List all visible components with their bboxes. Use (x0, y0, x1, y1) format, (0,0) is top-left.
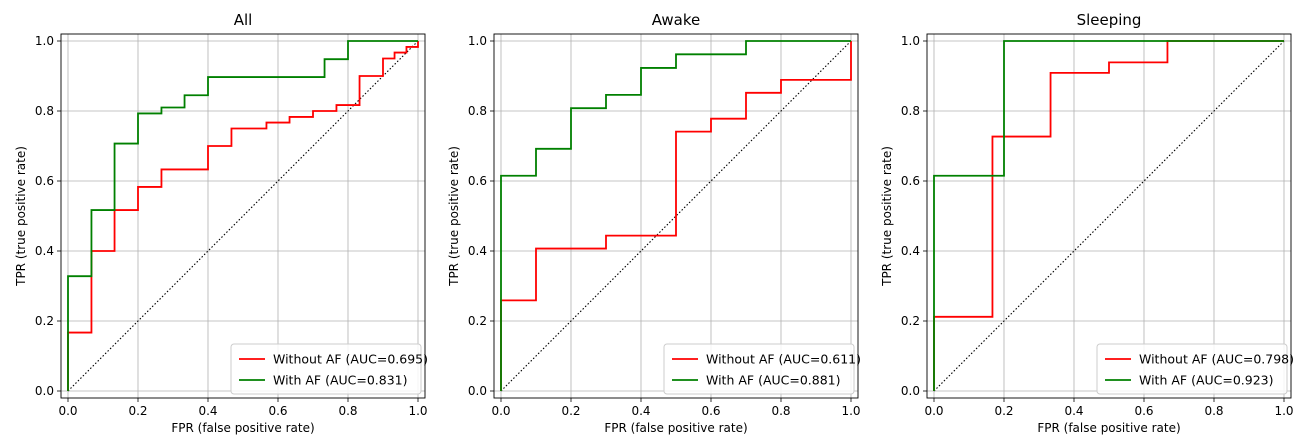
roc-panel-all: 0.0 0.2 0.4 0.6 0.8 1.0 0.0 0.2 0.4 0.6 0.8 1.0 All F… (14, 11, 428, 435)
plot-frame (60, 33, 426, 399)
y-axis-label: TPR (true positive rate) (447, 146, 461, 287)
y-tick-label: 0.6 (468, 174, 487, 188)
y-tick-label: 0.0 (901, 384, 920, 398)
legend-label: With AF (AUC=0.923) (1139, 373, 1274, 388)
x-tick-label: 1.0 (1274, 404, 1293, 418)
plot-frame (926, 33, 1292, 399)
x-axis-label: FPR (false positive rate) (171, 421, 314, 435)
roc-panel-sleeping: 0.0 0.2 0.4 0.6 0.8 1.0 0.0 0.2 0.4 0.6 0.8 1.0 Slee… (880, 11, 1294, 435)
x-tick-label: 0.0 (924, 404, 943, 418)
y-tick-label: 0.8 (468, 104, 487, 118)
roc-panel-awake: 0.0 0.2 0.4 0.6 0.8 1.0 0.0 0.2 0.4 0.6 0.8 1.0 Awak… (447, 11, 861, 435)
y-tick-label: 0.2 (35, 314, 54, 328)
x-tick-label: 0.2 (561, 404, 580, 418)
roc-curve-without-af (933, 40, 1284, 391)
x-axis-label: FPR (false positive rate) (604, 421, 747, 435)
y-tick-label: 0.0 (468, 384, 487, 398)
x-tick-label: 0.8 (1204, 404, 1223, 418)
legend-label: Without AF (AUC=0.798) (1139, 352, 1294, 367)
x-tick-label: 0.4 (198, 404, 217, 418)
y-tick-label: 0.4 (468, 244, 487, 258)
y-tick-label: 0.8 (35, 104, 54, 118)
y-tick-label: 0.6 (901, 174, 920, 188)
y-axis-label: TPR (true positive rate) (14, 146, 28, 287)
y-tick-label: 0.8 (901, 104, 920, 118)
x-tick-label: 0.2 (128, 404, 147, 418)
y-tick-label: 0.2 (901, 314, 920, 328)
chance-diagonal-line (67, 40, 419, 392)
legend: Without AF (AUC=0.695) With AF (AUC=0.831… (230, 343, 428, 395)
x-tick-label: 0.0 (491, 404, 510, 418)
y-tick-label: 0.4 (35, 244, 54, 258)
chance-diagonal-line (933, 40, 1285, 392)
legend-box (230, 343, 422, 395)
legend-label: With AF (AUC=0.831) (273, 373, 408, 388)
y-tick-label: 1.0 (35, 34, 54, 48)
roc-curve-without-af (500, 41, 852, 391)
y-tick-label: 1.0 (468, 34, 487, 48)
panel-title: Sleeping (1077, 11, 1142, 29)
legend-label: With AF (AUC=0.881) (706, 373, 841, 388)
x-tick-label: 0.4 (631, 404, 650, 418)
y-tick-label: 0.6 (35, 174, 54, 188)
legend-label: Without AF (AUC=0.695) (273, 352, 428, 367)
legend-label: Without AF (AUC=0.611) (706, 352, 861, 367)
x-tick-label: 0.4 (1064, 404, 1083, 418)
legend-box (663, 343, 855, 395)
x-tick-label: 0.6 (268, 404, 287, 418)
y-tick-label: 0.0 (35, 384, 54, 398)
x-tick-label: 0.8 (771, 404, 790, 418)
legend: Without AF (AUC=0.798) With AF (AUC=0.923… (1096, 343, 1294, 395)
legend-box (1096, 343, 1288, 395)
y-tick-label: 0.4 (901, 244, 920, 258)
x-tick-label: 0.8 (338, 404, 357, 418)
roc-curve-with-af (500, 40, 851, 391)
x-tick-label: 0.0 (58, 404, 77, 418)
x-tick-label: 1.0 (408, 404, 427, 418)
panel-title: All (234, 11, 253, 29)
y-tick-label: 1.0 (901, 34, 920, 48)
x-tick-label: 0.6 (701, 404, 720, 418)
roc-curve-with-af (933, 40, 1284, 391)
x-tick-label: 1.0 (841, 404, 860, 418)
legend: Without AF (AUC=0.611) With AF (AUC=0.881… (663, 343, 861, 395)
panel-title: Awake (652, 11, 701, 29)
roc-curve-with-af (67, 40, 418, 391)
plot-frame (493, 33, 859, 399)
y-tick-label: 0.2 (468, 314, 487, 328)
y-axis-label: TPR (true positive rate) (880, 146, 894, 287)
roc-curve-without-af (67, 41, 419, 391)
x-axis-label: FPR (false positive rate) (1037, 421, 1180, 435)
x-tick-label: 0.6 (1134, 404, 1153, 418)
x-tick-label: 0.2 (994, 404, 1013, 418)
